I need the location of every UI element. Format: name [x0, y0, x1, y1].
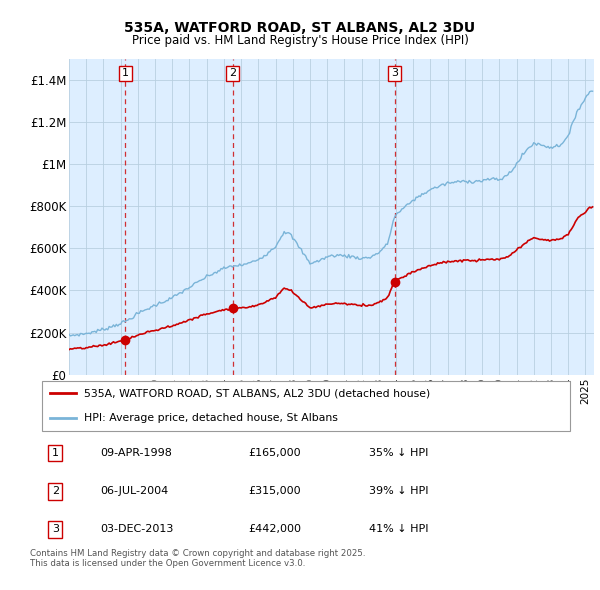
Text: 1: 1 — [52, 448, 59, 458]
Text: 39% ↓ HPI: 39% ↓ HPI — [370, 486, 429, 496]
Text: £315,000: £315,000 — [248, 486, 301, 496]
Text: 06-JUL-2004: 06-JUL-2004 — [100, 486, 169, 496]
Text: 2: 2 — [229, 68, 236, 78]
Text: 3: 3 — [52, 525, 59, 535]
Text: 535A, WATFORD ROAD, ST ALBANS, AL2 3DU: 535A, WATFORD ROAD, ST ALBANS, AL2 3DU — [124, 21, 476, 35]
Text: 03-DEC-2013: 03-DEC-2013 — [100, 525, 173, 535]
Text: 41% ↓ HPI: 41% ↓ HPI — [370, 525, 429, 535]
Text: £442,000: £442,000 — [248, 525, 301, 535]
Text: 1: 1 — [122, 68, 129, 78]
Text: 35% ↓ HPI: 35% ↓ HPI — [370, 448, 429, 458]
Text: £165,000: £165,000 — [248, 448, 301, 458]
Text: 2: 2 — [52, 486, 59, 496]
Text: 09-APR-1998: 09-APR-1998 — [100, 448, 172, 458]
Text: 535A, WATFORD ROAD, ST ALBANS, AL2 3DU (detached house): 535A, WATFORD ROAD, ST ALBANS, AL2 3DU (… — [84, 388, 430, 398]
Text: Price paid vs. HM Land Registry's House Price Index (HPI): Price paid vs. HM Land Registry's House … — [131, 34, 469, 47]
Text: Contains HM Land Registry data © Crown copyright and database right 2025.
This d: Contains HM Land Registry data © Crown c… — [30, 549, 365, 568]
FancyBboxPatch shape — [42, 381, 570, 431]
Text: 3: 3 — [391, 68, 398, 78]
Text: HPI: Average price, detached house, St Albans: HPI: Average price, detached house, St A… — [84, 413, 338, 423]
